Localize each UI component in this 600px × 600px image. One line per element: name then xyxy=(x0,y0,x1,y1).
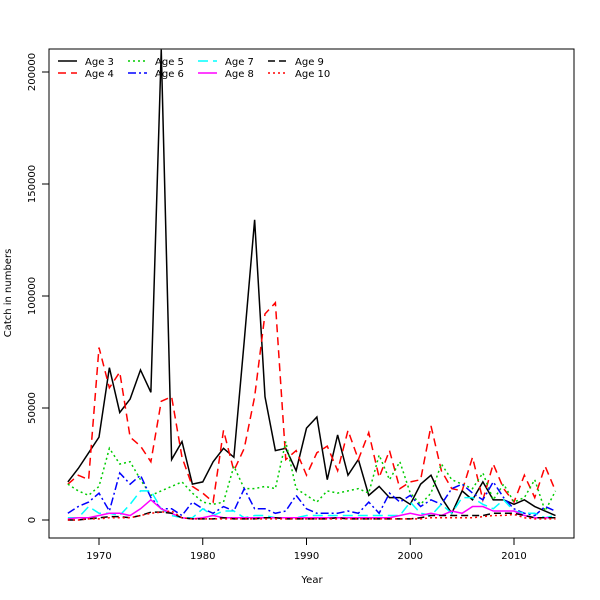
x-tick-label: 2010 xyxy=(501,551,526,562)
series-line-age-7 xyxy=(67,490,556,519)
x-tick-label: 1970 xyxy=(86,551,111,562)
y-axis-label: Catch in numbers xyxy=(3,249,14,338)
legend-label: Age 6 xyxy=(155,69,184,80)
series-line-age-8 xyxy=(67,498,556,520)
series-line-age-10 xyxy=(67,510,556,521)
x-tick-label: 1990 xyxy=(294,551,319,562)
y-tick-label: 100000 xyxy=(27,277,38,315)
y-tick-label: 0 xyxy=(27,517,38,523)
y-tick-label: 200000 xyxy=(27,53,38,91)
y-tick-label: 50000 xyxy=(27,392,38,424)
x-tick-label: 1980 xyxy=(190,551,215,562)
legend-label: Age 7 xyxy=(225,57,254,68)
series-line-age-6 xyxy=(67,471,556,517)
legend-label: Age 9 xyxy=(295,57,324,68)
legend-label: Age 3 xyxy=(85,57,114,68)
series-line-age-3 xyxy=(67,49,556,517)
x-axis-label: Year xyxy=(300,575,323,586)
y-tick-label: 150000 xyxy=(27,165,38,203)
series-line-age-4 xyxy=(67,300,557,504)
x-tick-label: 2000 xyxy=(398,551,423,562)
legend-label: Age 4 xyxy=(85,69,114,80)
legend-label: Age 8 xyxy=(225,69,254,80)
legend-label: Age 10 xyxy=(295,69,330,80)
legend-label: Age 5 xyxy=(155,57,184,68)
